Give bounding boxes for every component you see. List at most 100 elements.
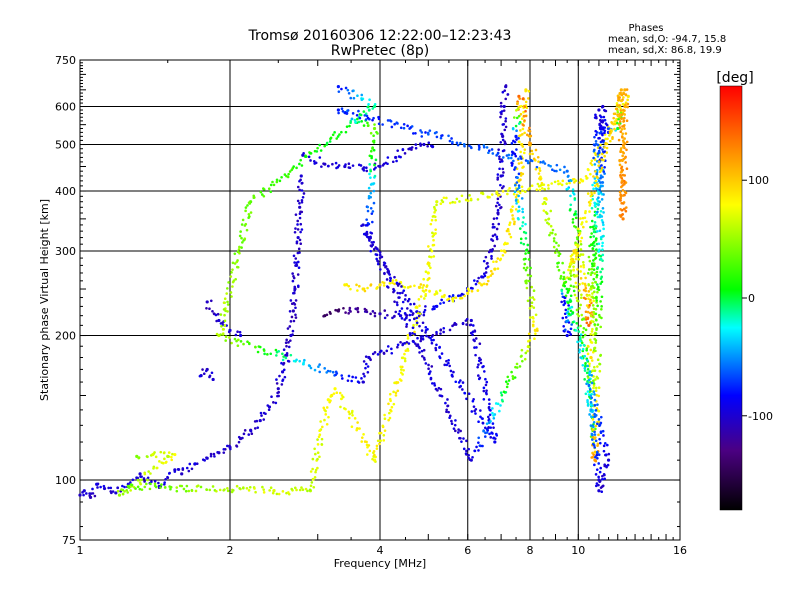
trace-dot bbox=[582, 225, 585, 229]
trace-dot bbox=[360, 377, 363, 380]
trace-dot bbox=[431, 235, 435, 238]
trace-dot bbox=[576, 340, 579, 344]
trace-dot bbox=[260, 414, 263, 417]
trace-dot bbox=[372, 148, 376, 152]
trace-dot bbox=[430, 218, 434, 222]
trace-dot bbox=[289, 353, 293, 357]
trace-dot bbox=[549, 224, 553, 228]
trace-dot bbox=[421, 286, 424, 289]
trace-dot bbox=[511, 214, 514, 217]
trace-dot bbox=[374, 158, 378, 162]
trace-dot bbox=[424, 131, 427, 134]
trace-dot bbox=[420, 349, 424, 353]
trace-dot bbox=[581, 253, 585, 256]
trace-dot bbox=[580, 318, 584, 321]
trace-dot bbox=[520, 117, 524, 121]
trace-dot bbox=[585, 220, 588, 223]
trace-dot bbox=[304, 487, 308, 491]
trace-dot bbox=[462, 447, 466, 451]
trace-dot bbox=[586, 310, 590, 314]
trace-dot bbox=[590, 330, 594, 333]
trace-dot bbox=[574, 216, 578, 220]
trace-dot bbox=[525, 106, 529, 109]
trace-dot bbox=[247, 216, 250, 220]
trace-dot bbox=[403, 152, 407, 155]
trace-dot bbox=[592, 156, 595, 160]
trace-dot bbox=[316, 457, 319, 461]
data-point bbox=[480, 275, 484, 279]
trace-dot bbox=[587, 306, 590, 309]
trace-dot bbox=[285, 352, 289, 355]
trace-dot bbox=[592, 333, 595, 337]
trace-dot bbox=[284, 341, 288, 345]
trace-dot bbox=[429, 370, 432, 373]
trace-dot bbox=[519, 237, 523, 241]
trace-dot bbox=[215, 489, 218, 493]
trace-dot bbox=[313, 149, 317, 153]
trace-dot bbox=[300, 228, 304, 231]
trace-dot bbox=[391, 316, 394, 320]
trace-dot bbox=[510, 164, 514, 167]
trace-dot bbox=[487, 151, 490, 155]
trace-dot bbox=[280, 361, 283, 365]
trace-dot bbox=[239, 340, 243, 343]
trace-dot bbox=[574, 179, 578, 183]
trace-dot bbox=[513, 140, 517, 144]
trace-dot bbox=[532, 316, 535, 320]
trace-dot bbox=[431, 231, 434, 235]
trace-dot bbox=[316, 438, 319, 441]
trace-dot bbox=[236, 330, 239, 334]
trace-dot bbox=[214, 313, 218, 317]
trace-dot bbox=[482, 389, 486, 393]
trace-dot bbox=[401, 147, 405, 151]
trace-dot bbox=[601, 221, 605, 224]
trace-dot bbox=[226, 486, 229, 490]
trace-dot bbox=[592, 453, 595, 456]
trace-dot bbox=[589, 199, 593, 202]
trace-dot bbox=[492, 417, 496, 420]
trace-dot bbox=[592, 268, 596, 271]
trace-dot bbox=[494, 402, 498, 405]
y-tick-label: 300 bbox=[55, 245, 76, 258]
trace-dot bbox=[470, 410, 474, 413]
trace-dot bbox=[168, 485, 171, 488]
trace-dot bbox=[375, 287, 378, 290]
trace-dot bbox=[485, 431, 489, 434]
trace-dot bbox=[575, 236, 579, 239]
trace-dot bbox=[516, 176, 519, 179]
trace-dot bbox=[396, 149, 400, 152]
trace-dot bbox=[603, 154, 606, 158]
trace-dot bbox=[530, 159, 534, 163]
trace-dot bbox=[312, 485, 316, 489]
trace-dot bbox=[517, 114, 521, 118]
trace-dot bbox=[491, 422, 495, 425]
trace-dot bbox=[393, 122, 396, 126]
trace-dot bbox=[371, 457, 374, 461]
trace-dot bbox=[500, 398, 504, 402]
trace-dot bbox=[369, 169, 373, 173]
trace-dot bbox=[218, 488, 222, 492]
trace-dot bbox=[400, 285, 403, 288]
trace-dot bbox=[414, 146, 418, 150]
trace-dot bbox=[347, 284, 351, 288]
trace-dot bbox=[331, 370, 335, 374]
trace-dot bbox=[589, 235, 592, 239]
trace-dot bbox=[309, 152, 312, 155]
trace-dot bbox=[413, 332, 417, 336]
trace-dot bbox=[519, 104, 523, 108]
trace-dot bbox=[565, 319, 568, 323]
trace-dot bbox=[520, 161, 523, 164]
trace-dot bbox=[616, 94, 620, 98]
trace-dot bbox=[134, 487, 137, 490]
trace-dot bbox=[424, 326, 428, 329]
trace-dot bbox=[318, 370, 322, 374]
trace-dot bbox=[262, 411, 266, 415]
trace-dot bbox=[296, 199, 300, 203]
trace-dot bbox=[427, 133, 430, 136]
trace-dot bbox=[551, 228, 555, 232]
trace-dot bbox=[596, 403, 599, 406]
trace-dot bbox=[338, 391, 342, 395]
trace-dot bbox=[301, 195, 305, 199]
trace-dot bbox=[616, 110, 620, 114]
trace-dot bbox=[347, 416, 351, 420]
